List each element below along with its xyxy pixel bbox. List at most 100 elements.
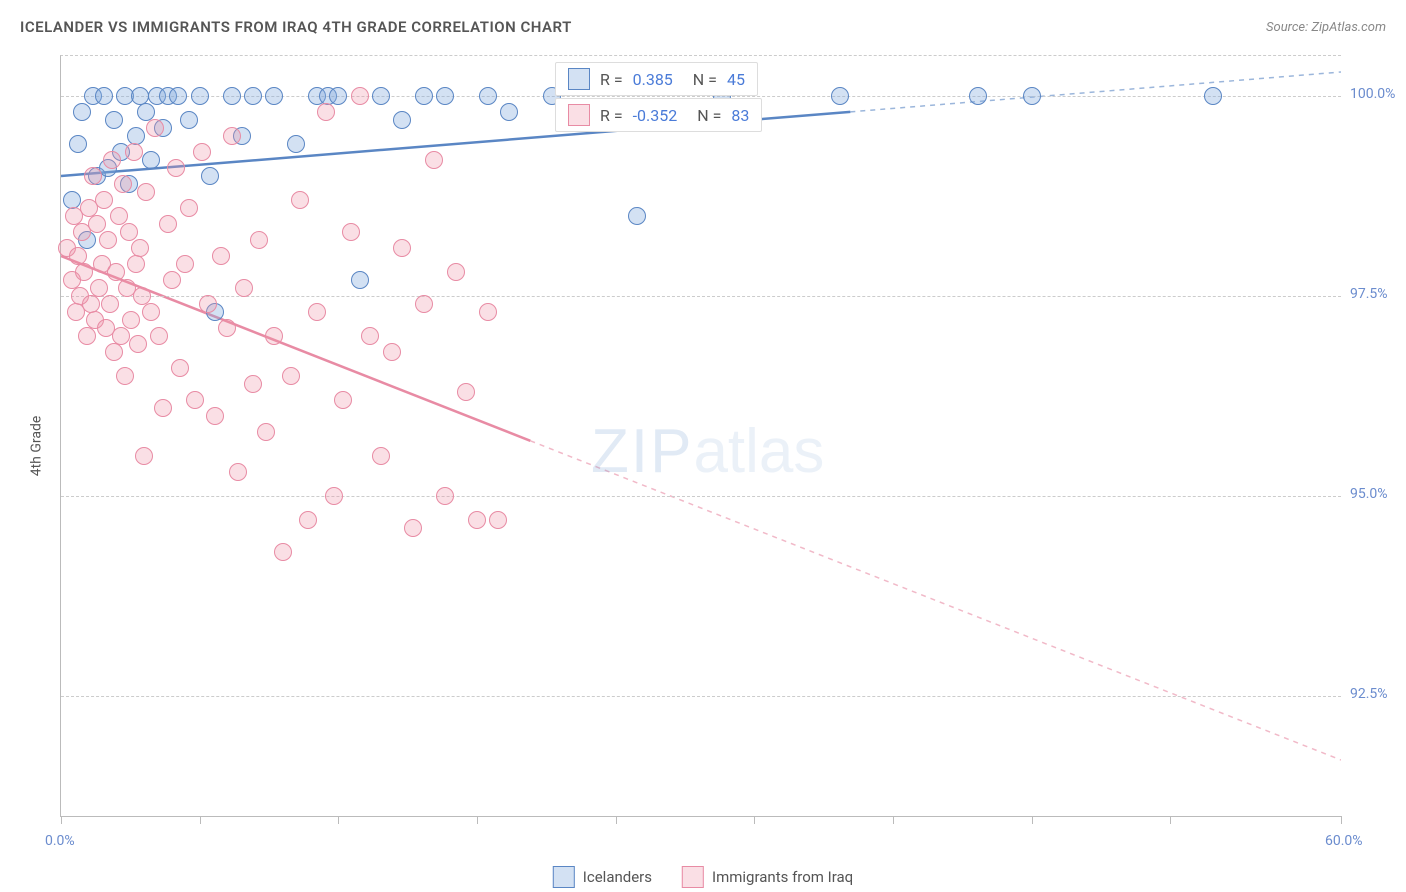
data-point — [163, 271, 181, 289]
data-point — [186, 391, 204, 409]
x-tick — [1170, 816, 1171, 824]
data-point — [206, 407, 224, 425]
data-point — [223, 87, 241, 105]
data-point — [105, 343, 123, 361]
data-point — [436, 87, 454, 105]
data-point — [447, 263, 465, 281]
data-point — [193, 143, 211, 161]
data-point — [167, 159, 185, 177]
data-point — [150, 327, 168, 345]
stat-n-label: N = — [697, 106, 721, 125]
data-point — [425, 151, 443, 169]
y-tick-label: 97.5% — [1350, 286, 1388, 302]
gridline — [61, 696, 1341, 697]
source-link[interactable]: ZipAtlas.com — [1311, 20, 1386, 35]
data-point — [265, 87, 283, 105]
data-point — [199, 295, 217, 313]
data-point — [299, 511, 317, 529]
legend-label: Icelanders — [583, 868, 652, 886]
stat-n-value: 45 — [727, 70, 745, 89]
watermark: ZIPatlas — [591, 416, 824, 487]
data-point — [468, 511, 486, 529]
data-point — [229, 463, 247, 481]
data-point — [415, 295, 433, 313]
data-point — [479, 87, 497, 105]
watermark-zip: ZIP — [591, 417, 693, 486]
stat-r-label: R = — [600, 106, 623, 125]
stat-n-value: 83 — [731, 106, 749, 125]
data-point — [176, 255, 194, 273]
data-point — [201, 167, 219, 185]
data-point — [116, 367, 134, 385]
data-point — [317, 103, 335, 121]
data-point — [127, 255, 145, 273]
legend: Icelanders Immigrants from Iraq — [553, 866, 853, 888]
y-axis-label: 4th Grade — [28, 416, 44, 477]
data-point — [282, 367, 300, 385]
data-point — [137, 183, 155, 201]
stat-r-value: 0.385 — [633, 70, 673, 89]
data-point — [628, 207, 646, 225]
legend-swatch-pink — [682, 866, 704, 888]
data-point — [180, 111, 198, 129]
x-tick — [200, 816, 201, 824]
data-point — [131, 239, 149, 257]
data-point — [372, 87, 390, 105]
data-point — [135, 447, 153, 465]
data-point — [372, 447, 390, 465]
x-tick — [61, 816, 62, 824]
trend-line-dashed — [530, 441, 1341, 760]
data-point — [212, 247, 230, 265]
data-point — [159, 215, 177, 233]
data-point — [500, 103, 518, 121]
data-point — [171, 359, 189, 377]
data-point — [84, 167, 102, 185]
stats-box: R = -0.352 N = 83 — [555, 98, 762, 132]
data-point — [257, 423, 275, 441]
data-point — [351, 87, 369, 105]
y-tick-label: 100.0% — [1350, 86, 1395, 102]
watermark-rest: atlas — [693, 417, 824, 486]
x-tick — [1341, 816, 1342, 824]
data-point — [112, 327, 130, 345]
gridline — [61, 296, 1341, 297]
stat-r-value: -0.352 — [633, 106, 678, 125]
x-tick-label: 0.0% — [45, 833, 75, 849]
chart-title: ICELANDER VS IMMIGRANTS FROM IRAQ 4TH GR… — [20, 18, 572, 36]
data-point — [218, 319, 236, 337]
data-point — [415, 87, 433, 105]
legend-item-icelanders: Icelanders — [553, 866, 652, 888]
data-point — [129, 335, 147, 353]
data-point — [142, 303, 160, 321]
gridline — [61, 496, 1341, 497]
data-point — [250, 231, 268, 249]
x-tick — [1032, 816, 1033, 824]
data-point — [1204, 87, 1222, 105]
data-point — [831, 87, 849, 105]
stat-n-label: N = — [693, 70, 717, 89]
data-point — [393, 239, 411, 257]
data-point — [154, 399, 172, 417]
data-point — [90, 279, 108, 297]
stats-swatch — [568, 68, 590, 90]
data-point — [125, 143, 143, 161]
data-point — [383, 343, 401, 361]
data-point — [101, 295, 119, 313]
data-point — [105, 111, 123, 129]
data-point — [1023, 87, 1041, 105]
data-point — [291, 191, 309, 209]
data-point — [120, 223, 138, 241]
data-point — [274, 543, 292, 561]
data-point — [436, 487, 454, 505]
data-point — [393, 111, 411, 129]
data-point — [479, 303, 497, 321]
data-point — [103, 151, 121, 169]
data-point — [329, 87, 347, 105]
data-point — [95, 87, 113, 105]
x-tick — [477, 816, 478, 824]
x-tick — [338, 816, 339, 824]
data-point — [244, 375, 262, 393]
data-point — [361, 327, 379, 345]
chart-header: ICELANDER VS IMMIGRANTS FROM IRAQ 4TH GR… — [20, 18, 1386, 36]
stat-r-label: R = — [600, 70, 623, 89]
